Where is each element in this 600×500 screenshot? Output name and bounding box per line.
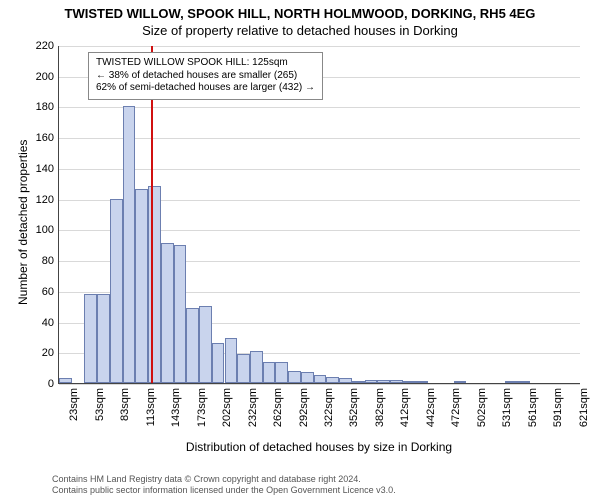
histogram-bar: [237, 354, 250, 383]
y-tick-label: 160: [26, 132, 54, 144]
histogram-bar: [390, 380, 403, 383]
histogram-bar: [250, 351, 263, 383]
histogram-bar: [199, 306, 212, 383]
x-tick-label: 412sqm: [399, 388, 411, 427]
x-tick-label: 83sqm: [119, 388, 131, 421]
x-tick-label: 561sqm: [527, 388, 539, 427]
histogram-bar: [314, 375, 327, 383]
histogram-bar: [186, 308, 199, 383]
x-tick-label: 173sqm: [196, 388, 208, 427]
histogram-bar: [161, 243, 174, 383]
x-tick-label: 232sqm: [247, 388, 259, 427]
histogram-bar: [263, 362, 276, 384]
histogram-bar: [339, 378, 352, 383]
x-tick-label: 113sqm: [145, 388, 157, 426]
x-tick-label: 442sqm: [425, 388, 437, 427]
x-tick-label: 322sqm: [323, 388, 335, 427]
annotation-line: 62% of semi-detached houses are larger (…: [96, 82, 315, 95]
histogram-bar: [212, 343, 225, 383]
x-tick-label: 53sqm: [94, 388, 106, 421]
histogram-bar: [97, 294, 110, 383]
histogram-bar: [352, 381, 365, 383]
y-tick-label: 100: [26, 224, 54, 236]
histogram-bar: [174, 245, 187, 383]
histogram-bar: [415, 381, 428, 383]
x-tick-label: 472sqm: [450, 388, 462, 427]
x-tick-label: 202sqm: [221, 388, 233, 427]
chart-container: TWISTED WILLOW, SPOOK HILL, NORTH HOLMWO…: [0, 0, 600, 500]
y-tick-label: 0: [26, 378, 54, 390]
footnote-line-1: Contains HM Land Registry data © Crown c…: [52, 474, 396, 485]
gridline: [59, 107, 580, 108]
gridline: [59, 138, 580, 139]
x-tick-label: 262sqm: [272, 388, 284, 427]
x-tick-label: 143sqm: [170, 388, 182, 427]
y-tick-label: 220: [26, 40, 54, 52]
y-tick-label: 40: [26, 317, 54, 329]
annotation-line: TWISTED WILLOW SPOOK HILL: 125sqm: [96, 57, 315, 70]
histogram-bar: [59, 378, 72, 383]
histogram-bar: [84, 294, 97, 383]
chart-title-main: TWISTED WILLOW, SPOOK HILL, NORTH HOLMWO…: [0, 0, 600, 21]
histogram-bar: [288, 371, 301, 383]
annotation-box: TWISTED WILLOW SPOOK HILL: 125sqm← 38% o…: [88, 52, 323, 100]
x-tick-label: 621sqm: [578, 388, 590, 427]
histogram-bar: [517, 381, 530, 383]
chart-title-sub: Size of property relative to detached ho…: [0, 21, 600, 38]
x-tick-label: 382sqm: [374, 388, 386, 427]
x-tick-label: 591sqm: [552, 388, 564, 427]
histogram-bar: [301, 372, 314, 383]
histogram-bar: [123, 106, 136, 383]
histogram-bar: [110, 199, 123, 383]
x-tick-label: 531sqm: [501, 388, 513, 427]
histogram-bar: [135, 189, 148, 383]
x-tick-label: 23sqm: [68, 388, 80, 421]
gridline: [59, 169, 580, 170]
histogram-bar: [275, 362, 288, 384]
x-tick-label: 352sqm: [348, 388, 360, 427]
histogram-bar: [403, 381, 416, 383]
y-tick-label: 80: [26, 255, 54, 267]
histogram-bar: [326, 377, 339, 383]
x-tick-label: 292sqm: [298, 388, 310, 427]
y-tick-label: 20: [26, 347, 54, 359]
annotation-line: ← 38% of detached houses are smaller (26…: [96, 70, 315, 83]
y-tick-label: 60: [26, 286, 54, 298]
histogram-bar: [377, 380, 390, 383]
y-tick-label: 140: [26, 163, 54, 175]
y-tick-label: 180: [26, 101, 54, 113]
y-tick-label: 200: [26, 71, 54, 83]
footnote-line-2: Contains public sector information licen…: [52, 485, 396, 496]
x-tick-label: 502sqm: [476, 388, 488, 427]
histogram-bar: [225, 338, 238, 383]
histogram-bar: [454, 381, 467, 383]
gridline: [59, 46, 580, 47]
histogram-bar: [505, 381, 518, 383]
gridline: [59, 384, 580, 385]
x-axis-label: Distribution of detached houses by size …: [58, 440, 580, 454]
footnote: Contains HM Land Registry data © Crown c…: [52, 474, 396, 496]
histogram-bar: [365, 380, 378, 383]
y-tick-label: 120: [26, 194, 54, 206]
